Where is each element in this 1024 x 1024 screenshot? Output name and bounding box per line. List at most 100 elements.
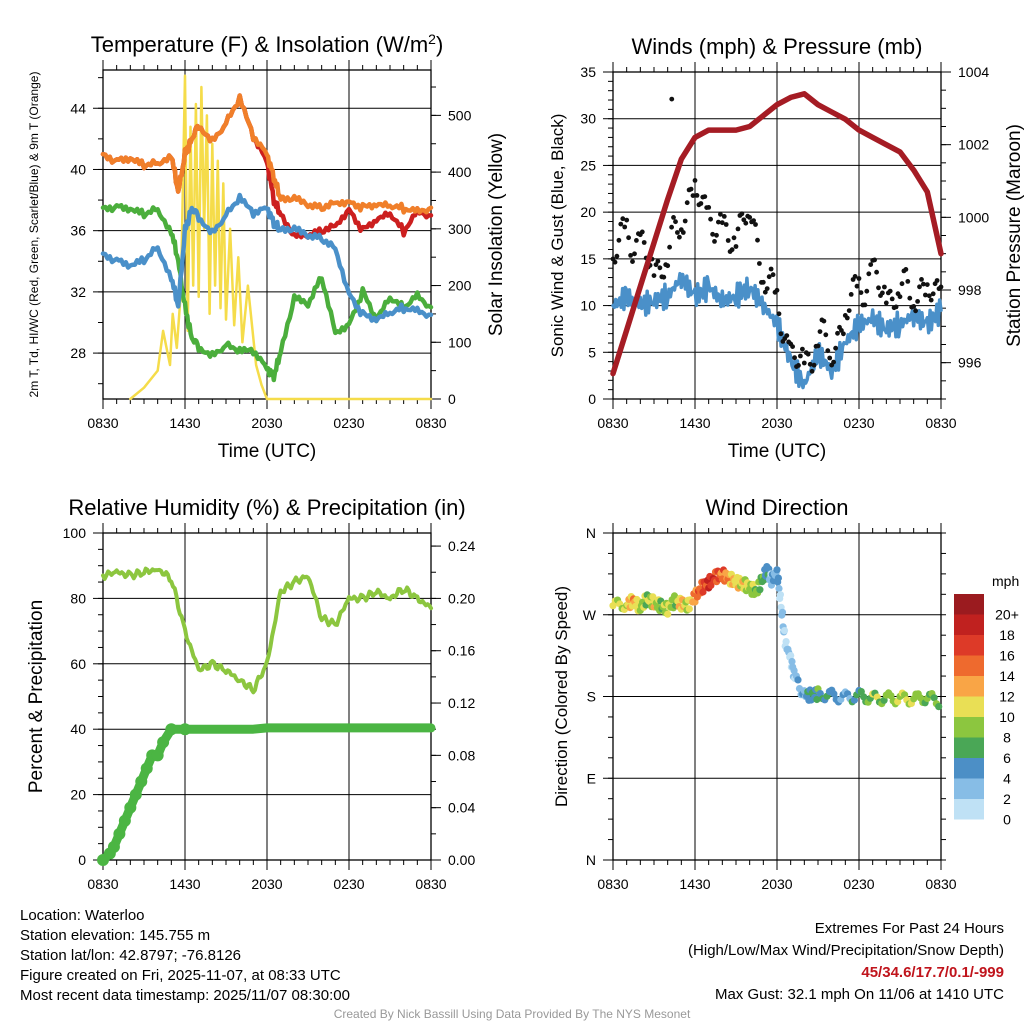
- gust-point: [680, 230, 686, 235]
- y-tick-label: 60: [70, 656, 86, 672]
- gust-point: [655, 258, 661, 264]
- gust-point: [862, 302, 868, 308]
- gust-point: [614, 253, 620, 259]
- y-tick-label: 15: [580, 251, 596, 267]
- gust-point: [889, 296, 895, 302]
- y2-axis-label: Solar Insolation (Yellow): [486, 133, 507, 336]
- gust-point: [876, 285, 881, 291]
- gust-point: [694, 193, 700, 198]
- y-tick-label: 44: [70, 100, 86, 116]
- direction-point: [707, 581, 715, 590]
- direction-point: [775, 584, 783, 593]
- gust-point: [706, 205, 712, 210]
- gust-point: [718, 211, 723, 217]
- temperature-panel: Temperature (F) & Insolation (W/m2) 0830 1…: [27, 31, 507, 462]
- gust-point: [934, 278, 940, 283]
- direction-point: [664, 610, 672, 618]
- precip-point: [118, 814, 131, 827]
- gust-point: [716, 219, 721, 225]
- y-tick-label: 0: [78, 852, 86, 868]
- gust-point: [714, 232, 719, 238]
- gust-point: [661, 274, 667, 280]
- gust-point: [764, 286, 770, 291]
- extremes-subtitle: (High/Low/Max Wind/Precipitation/Snow De…: [688, 942, 1004, 959]
- gust-point: [821, 318, 827, 324]
- figure-canvas: Temperature (F) & Insolation (W/m2) 0830 1…: [26, 31, 1024, 892]
- y2-tick-label: 0.12: [448, 695, 475, 711]
- gust-point: [671, 215, 676, 220]
- gust-point: [669, 224, 674, 230]
- gust-point: [835, 330, 840, 336]
- recent-text: Most recent data timestamp: 2025/11/07 0…: [20, 987, 350, 1004]
- x-tick-label: 0830: [415, 415, 446, 431]
- gust-point: [684, 200, 690, 206]
- elevation-text: Station elevation: 145.755 m: [20, 927, 211, 944]
- gust-point: [768, 266, 774, 272]
- colorbar-swatch: [954, 614, 984, 635]
- gust-point: [815, 343, 821, 349]
- x-tick-label: 0230: [843, 415, 874, 431]
- x-tick-label: 1430: [679, 876, 710, 892]
- gust-point: [626, 235, 631, 241]
- gust-point: [880, 290, 885, 296]
- y2-tick-label: 996: [958, 355, 982, 371]
- direction-point: [788, 657, 796, 666]
- y-tick-label: 35: [580, 64, 596, 80]
- precip-point: [140, 762, 153, 775]
- winds-panel: Winds (mph) & Pressure (mb)0830 1430 2030 0…: [548, 34, 1024, 462]
- gust-point: [747, 215, 753, 220]
- gust-point: [817, 329, 823, 334]
- colorbar-label: 14: [999, 668, 1015, 684]
- y2-tick-label: 0.24: [448, 538, 475, 554]
- gust-point: [864, 288, 870, 294]
- panel-title: Relative Humidity (%) & Precipitation (i…: [68, 495, 465, 520]
- gust-point: [618, 221, 624, 227]
- gust-point: [807, 361, 813, 367]
- gust-point: [899, 281, 905, 287]
- panel-title: Wind Direction: [705, 495, 848, 520]
- gust-point: [755, 237, 760, 243]
- direction-point: [790, 666, 798, 675]
- direction-point: [774, 574, 783, 582]
- gust-point: [917, 284, 922, 290]
- direction-point: [756, 586, 764, 594]
- humidity-panel: Relative Humidity (%) & Precipitation (i…: [26, 495, 475, 892]
- series-line: [100, 202, 434, 383]
- gust-point: [792, 355, 797, 361]
- gust-point: [882, 284, 887, 290]
- direction-point: [787, 652, 795, 660]
- y2-tick-label: 1002: [958, 137, 989, 153]
- credit-text: Created By Nick Bassill Using Data Provi…: [333, 1007, 691, 1021]
- y-axis-label: 2m T, Td, HI/WC (Red, Green, Scarlet/Blu…: [27, 72, 41, 398]
- panel-title: Temperature (F) & Insolation (W/m2): [91, 31, 444, 57]
- gust-point: [735, 226, 741, 232]
- colorbar-label: 8: [1003, 729, 1011, 745]
- pressure-line: [610, 91, 944, 377]
- y2-tick-label: 300: [448, 221, 472, 237]
- gust-point: [630, 259, 635, 264]
- gust-point: [634, 238, 639, 243]
- x-tick-label: 2030: [761, 876, 792, 892]
- direction-point: [778, 608, 787, 616]
- gust-point: [805, 351, 811, 357]
- gust-point: [688, 186, 694, 192]
- gust-point: [753, 222, 758, 227]
- extremes-values: 45/34.6/17.7/0.1/-999: [861, 964, 1004, 981]
- gust-point: [622, 224, 628, 230]
- x-tick-label: 0830: [87, 415, 118, 431]
- colorbar-label: 20+: [995, 606, 1019, 622]
- gust-point: [905, 279, 911, 284]
- wind-speed-line: [611, 271, 943, 390]
- gust-point: [841, 331, 846, 337]
- colorbar-label: 10: [999, 709, 1015, 725]
- extremes-box: Extremes For Past 24 Hours (High/Low/Max…: [688, 918, 1004, 1006]
- gust-point: [639, 229, 645, 235]
- series-line: [100, 192, 434, 324]
- y-tick-label: N: [586, 525, 596, 541]
- gust-point: [757, 261, 762, 266]
- gust-point: [801, 360, 807, 366]
- series-line: [100, 93, 434, 215]
- y-tick-label: 36: [70, 223, 86, 239]
- gust-point: [760, 279, 766, 285]
